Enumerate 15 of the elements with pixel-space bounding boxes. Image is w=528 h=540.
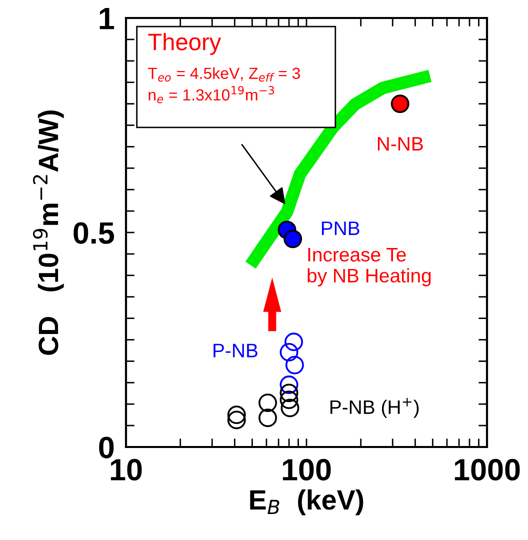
y-tick-label: 1	[100, 8, 114, 30]
y-axis-title: CD (10$^{19}$m$^{−2}$A/W)	[32, 110, 64, 355]
y-tick-label: 0	[99, 436, 114, 458]
series-label: P-NB (H$^{+}$)	[330, 398, 419, 418]
x-axis-title: E$_{B}$ (keV)	[250, 489, 364, 516]
x-tick-label: 100	[282, 458, 331, 481]
text: T$_{eo}$ = 4.5keV, Z$_{eff}$ = 3 n$_{e}$ = 1.3x10$^{19}$m$^{−3}$	[148, 67, 300, 104]
series-label: N-NB	[378, 137, 423, 150]
annotation: Increase Te by NB Heating	[308, 248, 431, 286]
x-tick-label: 10	[110, 458, 142, 481]
annotation: Theory	[148, 33, 222, 56]
x-tick-label: 1000	[454, 458, 520, 481]
series-label: P-NB	[214, 344, 258, 358]
y-tick-label: 0.5	[74, 222, 114, 244]
series-label: PNB	[322, 222, 360, 235]
